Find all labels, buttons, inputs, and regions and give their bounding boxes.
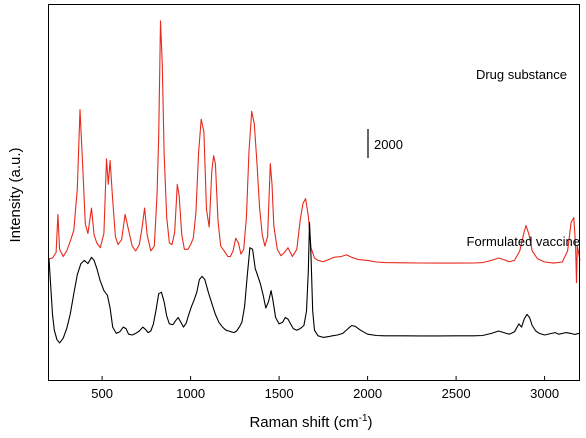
- series-layer: [48, 20, 581, 344]
- x-axis-title: Raman shift (cm-1): [249, 413, 372, 431]
- legend-label-formulated-vaccine: Formulated vaccine: [467, 234, 580, 249]
- x-tick-label: 500: [91, 386, 113, 401]
- series-line-formulated-vaccine: [48, 221, 581, 344]
- y-axis-title: Intensity (a.u.): [7, 147, 24, 242]
- x-tick-label: 1500: [265, 386, 294, 401]
- x-tick-label: 3000: [530, 386, 559, 401]
- x-axis-ticks: 500 1000 1500 2000 2500 3000: [91, 376, 559, 401]
- series-line-drug-substance: [48, 20, 581, 284]
- legend-label-drug-substance: Drug substance: [476, 67, 567, 82]
- x-tick-label: 2000: [353, 386, 382, 401]
- plot-frame: [48, 4, 580, 381]
- x-tick-label: 1000: [176, 386, 205, 401]
- x-tick-label: 2500: [442, 386, 471, 401]
- intensity-scale-label: 2000: [374, 137, 403, 152]
